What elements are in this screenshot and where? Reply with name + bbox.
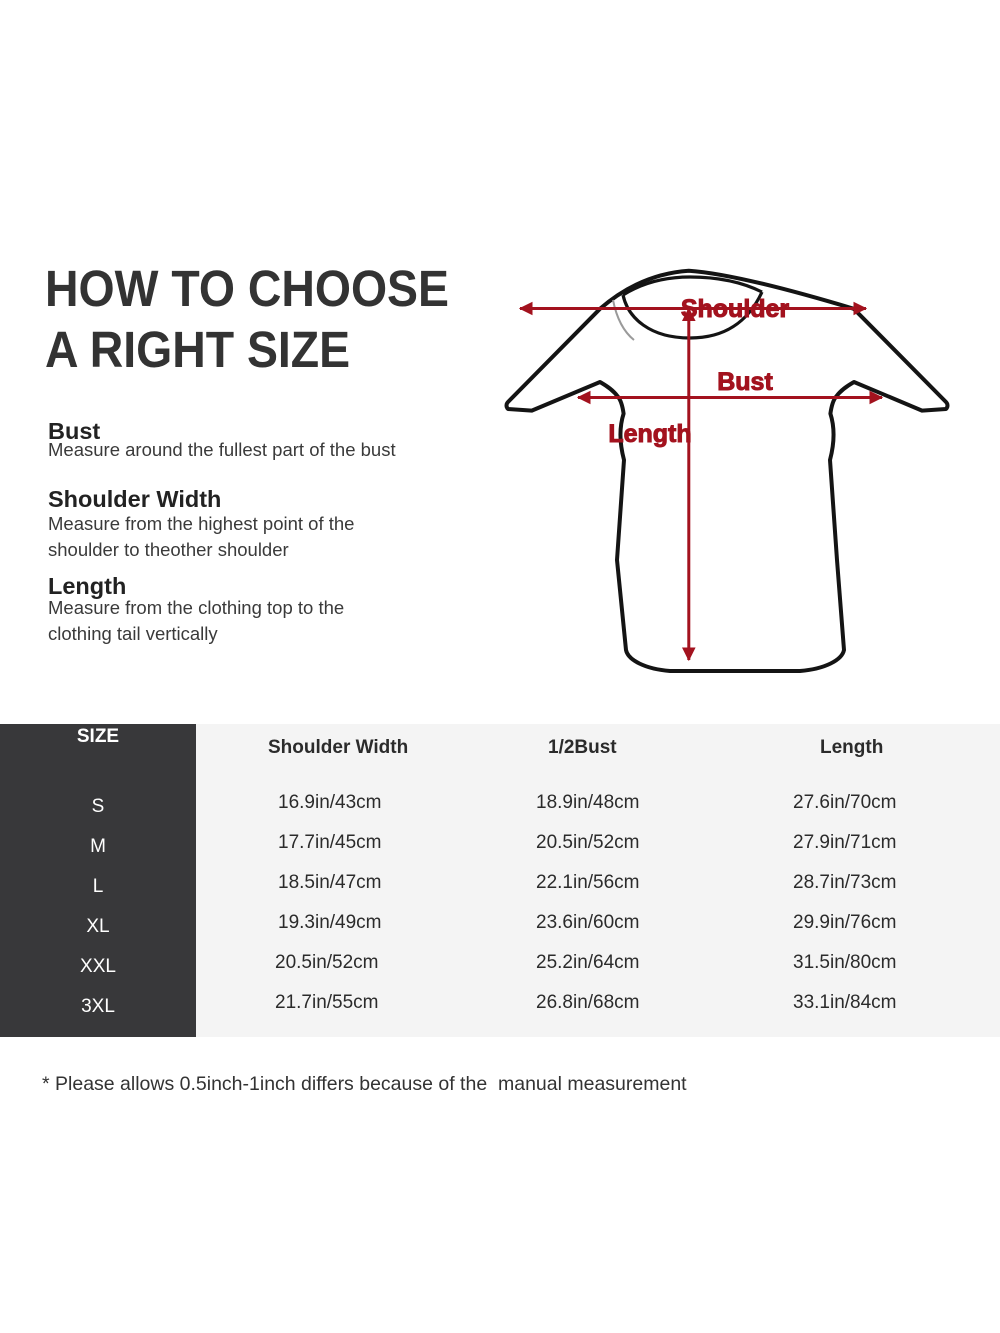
- svg-text:Bust: Bust: [717, 368, 773, 396]
- svg-text:Length: Length: [608, 420, 691, 448]
- svg-text:Shoulder: Shoulder: [681, 295, 790, 323]
